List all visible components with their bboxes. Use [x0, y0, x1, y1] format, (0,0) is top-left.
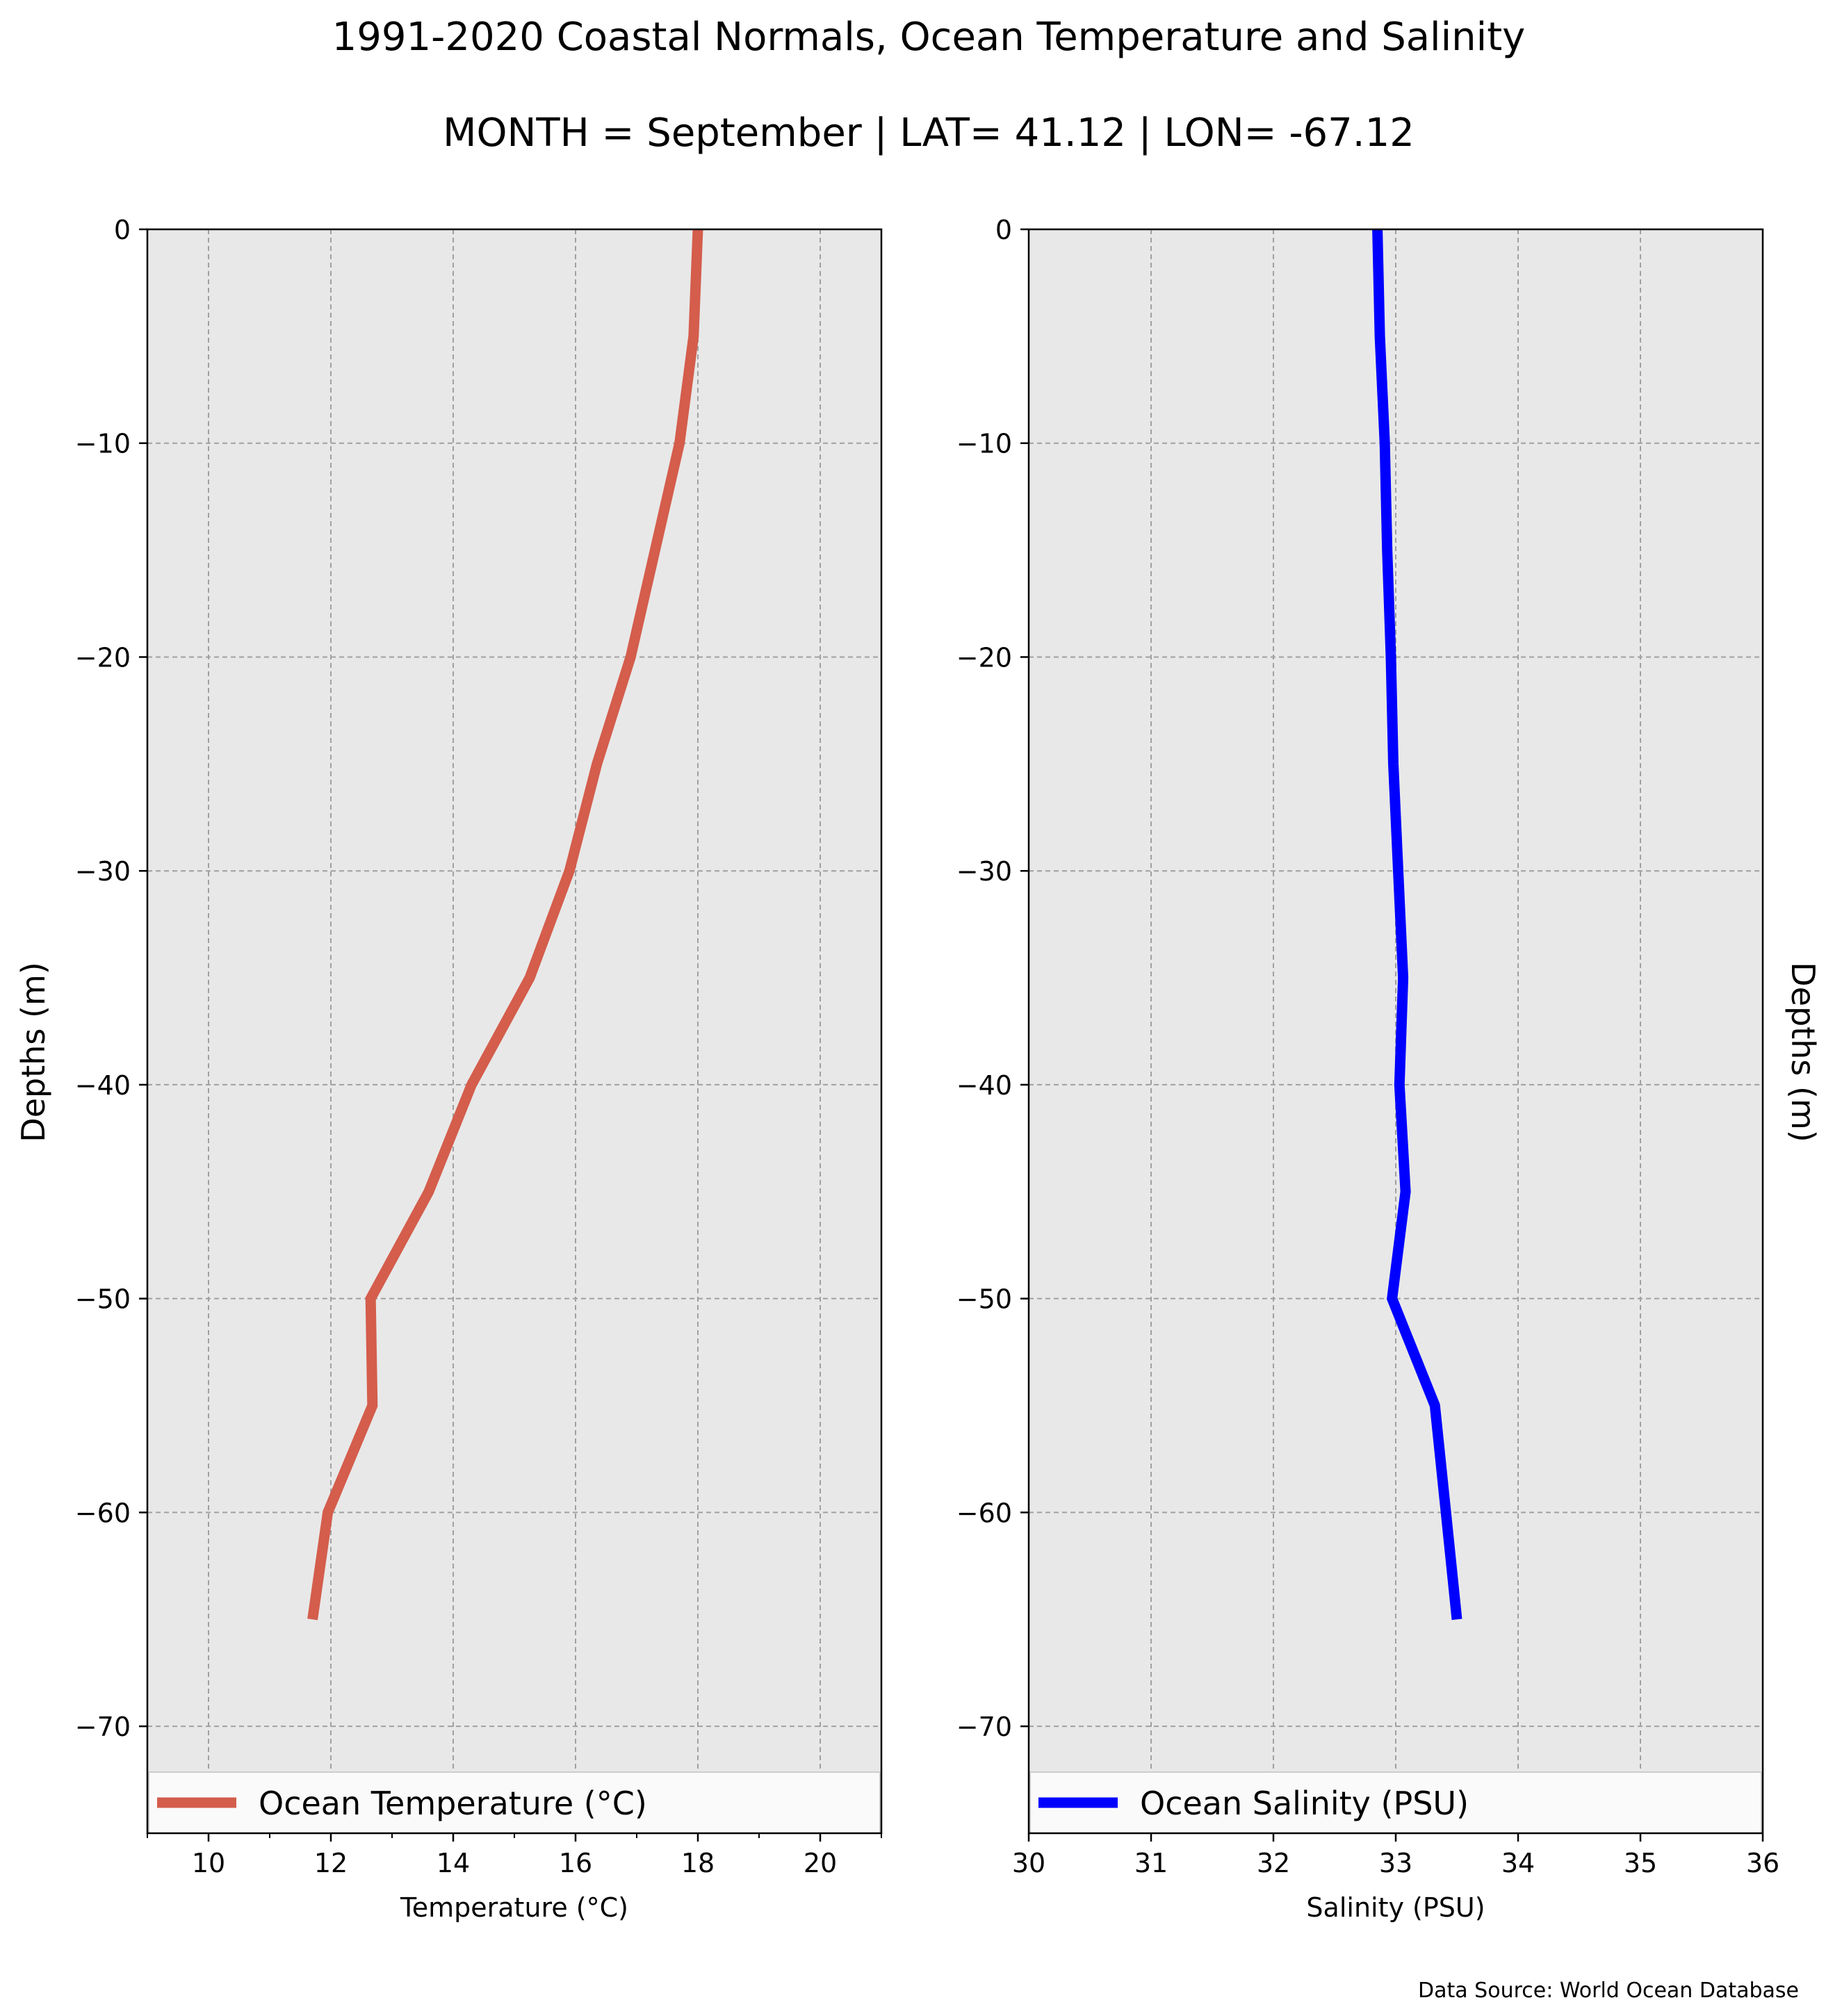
x-tick-label: 31 [1134, 1848, 1168, 1878]
y-axis-label: Depths (m) [15, 962, 52, 1142]
x-tick-label: 30 [1012, 1848, 1045, 1878]
temperature-panel: Ocean Temperature (°C) 0 −10 −20 −30 −40 −50 −6… [15, 215, 883, 1923]
y-tick-label: −60 [956, 1498, 1012, 1528]
legend-box [1029, 1771, 1762, 1834]
x-tick-label: 10 [192, 1848, 225, 1878]
y-tick-label: −10 [956, 429, 1012, 459]
x-tick-label: 16 [559, 1848, 592, 1878]
legend-box [148, 1771, 881, 1834]
x-tick-label: 36 [1746, 1848, 1779, 1878]
x-tick-label: 18 [681, 1848, 715, 1878]
y-tick-label: −20 [75, 642, 131, 673]
x-tick-label: 33 [1379, 1848, 1412, 1878]
y-axis-label: Depths (m) [1784, 962, 1822, 1142]
y-tick-label: −50 [75, 1284, 131, 1315]
x-axis-label: Salinity (PSU) [1306, 1892, 1485, 1923]
y-tick-label: −60 [75, 1498, 131, 1528]
legend-label: Ocean Temperature (°C) [259, 1785, 647, 1822]
legend-label: Ocean Salinity (PSU) [1140, 1785, 1469, 1822]
y-tick-label: −10 [75, 429, 131, 459]
y-tick-label: −70 [75, 1712, 131, 1742]
x-tick-label: 12 [314, 1848, 348, 1878]
y-tick-label: −70 [956, 1712, 1012, 1742]
x-tick-label: 35 [1624, 1848, 1657, 1878]
chart-subtitle: MONTH = September | LAT= 41.12 | LON= -6… [443, 110, 1415, 156]
x-tick-label: 14 [437, 1848, 470, 1878]
y-tick-label: −30 [956, 856, 1012, 887]
y-tick-label: −50 [956, 1284, 1012, 1315]
y-tick-label: 0 [995, 215, 1012, 245]
x-axis-label: Temperature (°C) [400, 1892, 628, 1923]
y-tick-label: −40 [75, 1070, 131, 1101]
salinity-panel: Ocean Salinity (PSU) 0 −10 −20 −30 −40 −50 −60 −… [956, 215, 1822, 1923]
plot-area [147, 229, 881, 1833]
y-tick-label: 0 [114, 215, 131, 245]
y-tick-label: −20 [956, 642, 1012, 673]
x-tick-label: 32 [1257, 1848, 1290, 1878]
chart-title: 1991-2020 Coastal Normals, Ocean Tempera… [332, 15, 1526, 60]
y-tick-label: −30 [75, 856, 131, 887]
x-tick-label: 20 [804, 1848, 837, 1878]
series-line [307, 229, 703, 1621]
x-tick-label: 34 [1501, 1848, 1535, 1878]
data-source-note: Data Source: World Ocean Database [1418, 1978, 1799, 2003]
series-line [1372, 229, 1462, 1621]
y-tick-label: −40 [956, 1070, 1012, 1101]
